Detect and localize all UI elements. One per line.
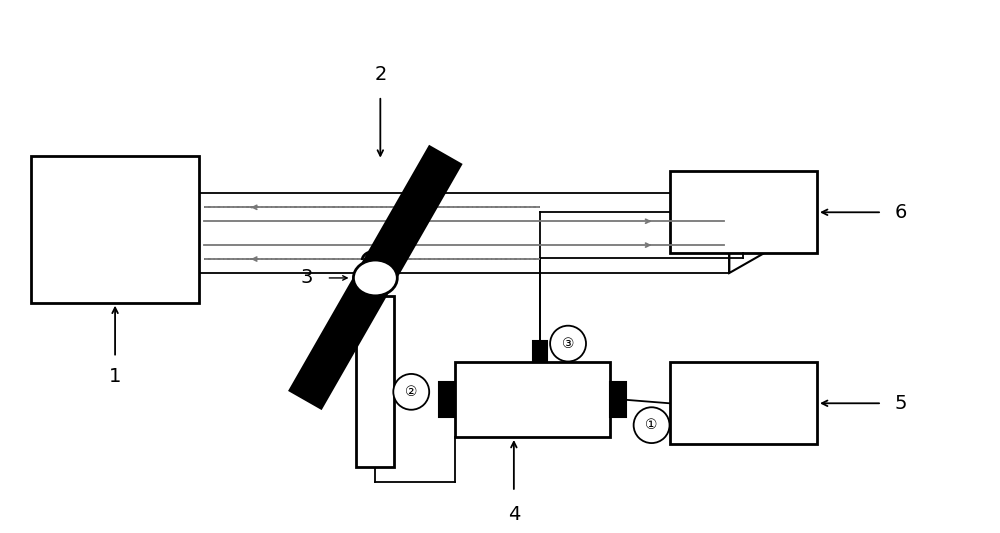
Text: 6: 6 [895,203,907,222]
Text: 4: 4 [508,505,520,524]
Circle shape [634,407,670,443]
Bar [356,296,394,467]
Ellipse shape [353,260,397,296]
Circle shape [550,326,586,361]
Text: 1: 1 [109,367,121,386]
Bar [533,341,547,362]
Bar [199,193,729,273]
Text: 2: 2 [374,65,387,84]
Text: 5: 5 [895,394,907,413]
Bar [439,382,455,417]
Bar [670,362,817,444]
Text: 3: 3 [300,269,313,287]
Bar [670,172,817,253]
Polygon shape [729,193,799,273]
Text: ②: ② [405,385,417,399]
Text: ③: ③ [562,337,574,351]
Circle shape [393,374,429,410]
Text: ①: ① [645,418,658,432]
Bar [610,382,626,417]
Bar [455,362,610,437]
Bar [31,156,199,303]
Polygon shape [290,147,461,408]
